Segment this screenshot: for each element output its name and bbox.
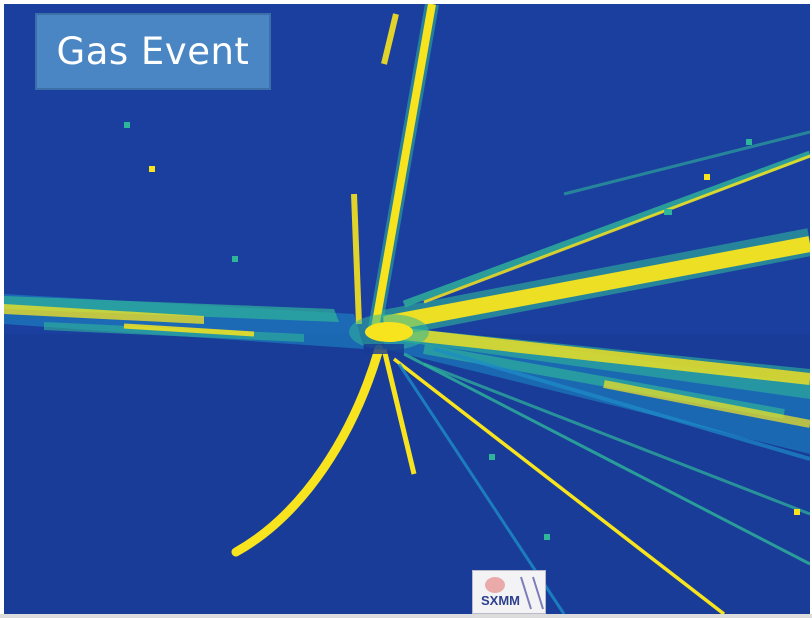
curved-track	[231, 344, 384, 557]
upper-right-tracks	[381, 130, 810, 338]
bottom-border	[0, 614, 812, 618]
right-diffuse-band	[384, 324, 810, 454]
noise-pixels	[124, 122, 800, 540]
left-diffuse-band	[4, 294, 364, 349]
institution-logo-icon: SXMM	[472, 570, 546, 614]
title-label: Gas Event	[35, 13, 271, 90]
event-display	[4, 4, 810, 614]
lower-right-thin-tracks	[381, 347, 810, 614]
logo-text: SXMM	[481, 593, 520, 608]
title-text: Gas Event	[56, 30, 250, 73]
event-vertex	[349, 314, 429, 354]
vertical-track	[351, 4, 439, 336]
